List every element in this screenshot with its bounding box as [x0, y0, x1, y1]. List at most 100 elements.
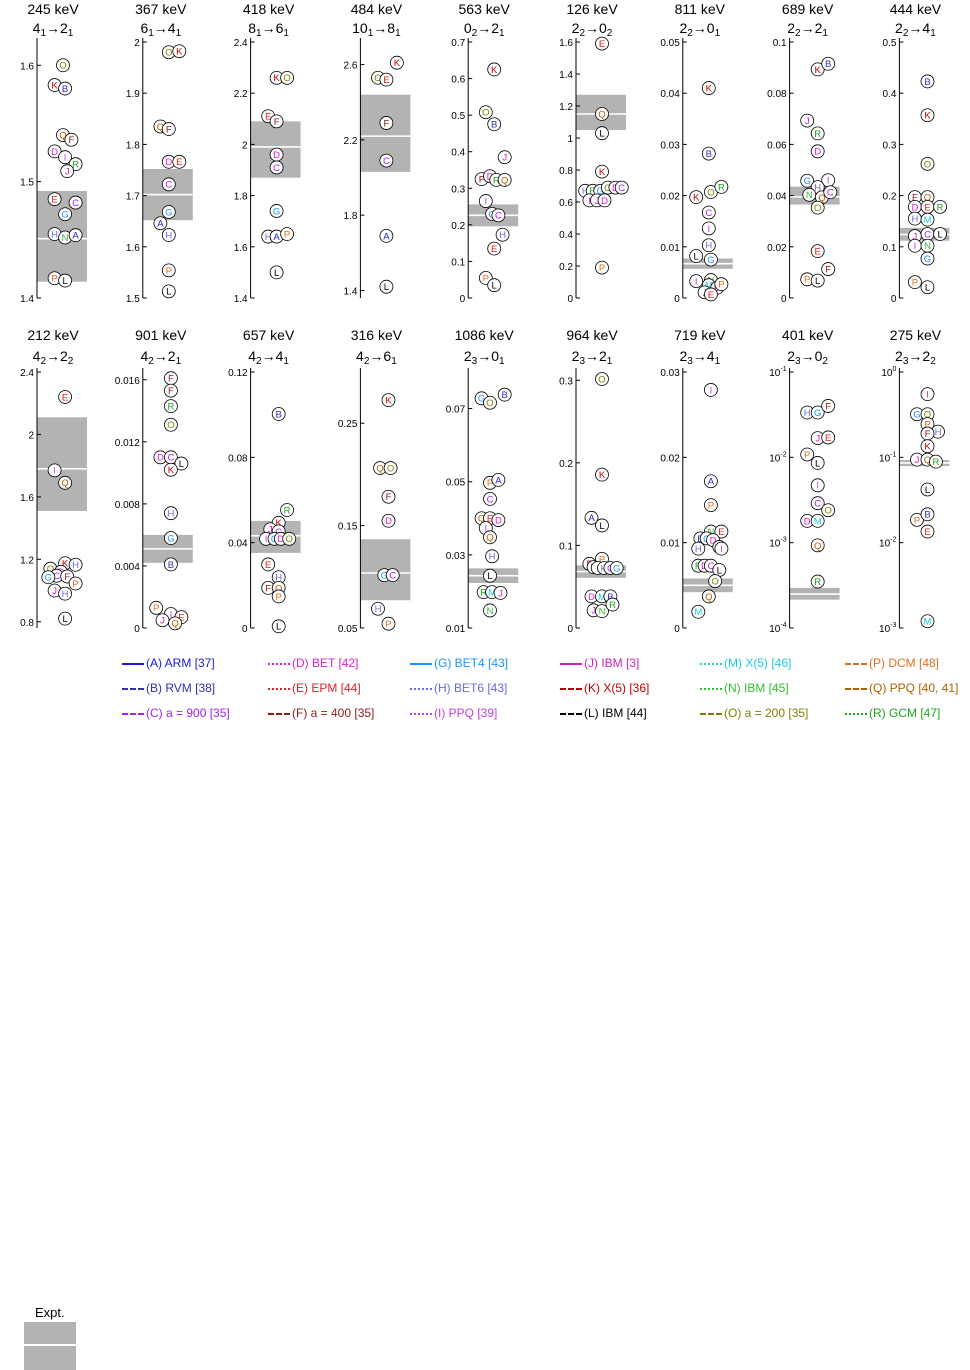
y-tick-label: 0.06	[767, 140, 787, 151]
model-point: D	[597, 193, 612, 208]
model-point-marker	[691, 541, 706, 556]
model-point: E	[714, 524, 729, 539]
model-point-marker	[920, 482, 935, 497]
transition-arrow: →	[373, 20, 387, 36]
panel-title: 444 keV	[890, 1, 942, 17]
model-point-marker	[163, 383, 178, 398]
model-point-label: K	[51, 80, 58, 91]
y-tick-label-base: 0.1	[451, 257, 465, 268]
model-point-label: R	[493, 175, 500, 186]
model-point: I	[478, 194, 493, 208]
y-tick-label-base: 1.4	[343, 286, 357, 297]
y-tick-label: 0.004	[115, 562, 140, 573]
y-tick-label: 10-3	[769, 537, 786, 550]
model-point-label: J	[65, 167, 70, 178]
y-tick-label-base: 2	[28, 430, 34, 441]
model-point-label: F	[925, 429, 931, 440]
y-tick-label-base: 0.3	[559, 376, 573, 387]
model-point: P	[704, 498, 718, 513]
model-point-label: F	[265, 583, 271, 594]
model-point-label: M	[814, 516, 822, 527]
model-point-marker	[161, 122, 176, 136]
legend-item-g: (G) BET4 [43]	[410, 656, 508, 670]
model-point: C	[385, 568, 400, 583]
model-point-label: Q	[924, 193, 931, 204]
model-point-label: L	[179, 459, 184, 470]
model-point-marker	[605, 597, 620, 612]
legend-item-b: (B) RVM [38]	[122, 681, 215, 695]
y-tick-label: 0.15	[338, 522, 358, 533]
model-point-label: I	[484, 524, 487, 535]
model-point: H	[495, 227, 510, 242]
panel-transition: 23→21	[572, 348, 613, 367]
model-point-label: E	[718, 527, 724, 538]
model-point-label: Q	[705, 592, 712, 603]
transition-index-final: 1	[499, 356, 505, 367]
transition-index-final: 1	[176, 28, 182, 39]
model-point-label: H	[911, 214, 918, 225]
model-point: H	[485, 549, 500, 564]
model-point-label: N	[62, 233, 69, 244]
y-tick-label: 0.05	[446, 478, 466, 489]
model-point: K	[595, 467, 609, 482]
model-point-marker	[379, 279, 394, 294]
model-point-marker	[163, 557, 178, 572]
model-point-label: D	[804, 516, 811, 527]
y-tick-label-base: 0.008	[115, 500, 140, 511]
transition-spin-final: 2	[491, 20, 499, 36]
model-point-marker	[821, 430, 836, 445]
model-point-label: H	[167, 509, 174, 520]
model-point-marker	[282, 531, 297, 546]
model-point: G	[910, 407, 924, 422]
model-point-label: N	[487, 606, 494, 617]
model-point-marker	[68, 228, 83, 243]
y-tick-label: 0.03	[660, 368, 680, 379]
model-point-label: G	[613, 563, 620, 574]
transition-spin-initial: 2	[572, 348, 580, 364]
model-point-label: I	[695, 277, 698, 288]
panel-title: 484 keV	[351, 1, 403, 17]
model-point: C	[161, 177, 176, 192]
y-tick-label-base: 0.01	[446, 624, 466, 635]
model-point-label: F	[479, 175, 485, 186]
model-point: O	[163, 417, 178, 432]
transition-spin-final: 2	[60, 20, 68, 36]
legend-label: (M) X(5) [46]	[724, 656, 792, 670]
model-point: C	[483, 492, 497, 506]
legend-label: (N) IBM [45]	[724, 681, 789, 695]
transition-spin-initial: 2	[464, 348, 472, 364]
model-point: Q	[595, 107, 609, 121]
model-point-marker	[701, 81, 716, 95]
model-point-marker	[810, 456, 825, 470]
model-point-marker	[800, 173, 815, 188]
model-point: R	[810, 126, 825, 141]
y-tick-label-base: 1.5	[126, 294, 140, 305]
model-point-label: D	[814, 147, 821, 158]
panel-transition: 81→61	[248, 20, 289, 39]
model-point: I	[908, 238, 922, 253]
legend-item-k: (K) X(5) [36]	[560, 681, 649, 695]
model-point-label: K	[706, 83, 713, 94]
model-point-marker	[810, 200, 825, 215]
y-tick-label: 0.008	[115, 500, 140, 511]
legend-label: (Q) PPQ [40, 41]	[869, 681, 959, 695]
model-point-label: I	[816, 481, 819, 492]
model-point-label: J	[915, 455, 920, 466]
y-tick-label: 0.5	[882, 38, 896, 49]
model-point-marker	[381, 513, 396, 528]
model-point-label: L	[717, 565, 722, 576]
y-tick-label: 0.1	[882, 243, 896, 254]
model-point-label: N	[806, 190, 813, 201]
model-point-marker	[379, 153, 394, 168]
panel-transition: 23→01	[464, 348, 505, 367]
model-point-marker	[161, 284, 176, 299]
model-point: O	[56, 58, 70, 73]
model-point-label: A	[273, 232, 280, 243]
model-point-label: F	[64, 572, 70, 583]
legend-line-sample	[700, 712, 722, 715]
model-point: J	[60, 164, 75, 179]
